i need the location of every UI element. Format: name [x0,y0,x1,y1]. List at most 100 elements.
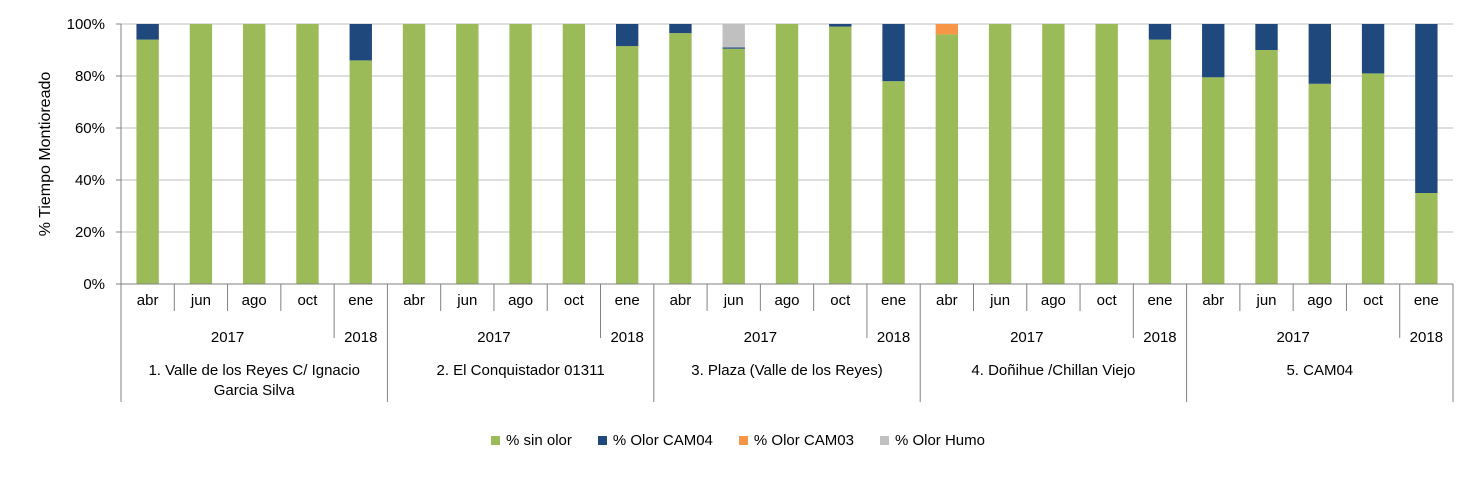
x-month-label: oct [297,292,318,309]
bar-segment-1 [829,26,852,284]
x-group-label: Garcia Silva [214,382,296,399]
x-year-label: 2018 [1143,329,1176,346]
bar-segment-1 [509,24,532,284]
x-month-label: jun [1256,292,1277,309]
bar-segment-2 [1415,24,1438,193]
x-group-label: 1. Valle de los Reyes C/ Ignacio [148,362,360,379]
legend-item: % Olor CAM03 [738,432,854,449]
legend-swatch [491,436,501,445]
x-month-label: ago [1307,292,1332,309]
bar-segment-1 [456,24,479,284]
x-month-label: abr [403,292,425,309]
x-axis-categories: abr jun ago oct ene abr jun ago oct ene abr jun ago o… [120,283,1454,402]
x-year-label: 2018 [877,329,910,346]
bar-segment-1 [669,33,692,284]
x-month-label: ago [1041,292,1066,309]
x-group-label: 4. Doñihue /Chillan Viejo [971,362,1135,379]
x-month-label: jun [456,292,477,309]
bar-segment-1 [935,34,959,285]
y-tick-label: 60% [75,120,105,137]
x-month-label: ago [242,292,267,309]
bar-segment-2 [722,47,745,49]
x-month-label: ago [774,292,799,309]
y-axis-title: % Tiempo Montioreado [37,72,54,237]
bar-segment-1 [296,24,319,284]
x-month-label: abr [670,292,692,309]
x-month-label: ene [1147,292,1172,309]
bar-segment-1 [615,46,639,284]
bar-segment-1 [1415,193,1438,284]
bar-segment-2 [349,24,372,61]
bar-segment-1 [882,81,905,284]
legend-label: % Olor Humo [894,432,985,449]
x-month-label: abr [1202,292,1224,309]
x-group-label: 2. El Conquistador 01311 [437,362,605,379]
legend-swatch [597,436,607,445]
x-month-label: oct [564,292,585,309]
bar-segment-2 [1255,24,1278,50]
bar-segment-2 [1148,24,1172,40]
bar-segment-1 [722,48,745,285]
bar-segment-2 [669,24,692,34]
y-tick-label: 0% [83,276,105,293]
bar-segment-1 [189,24,213,284]
x-month-label: oct [1097,292,1118,309]
x-group-label: 3. Plaza (Valle de los Reyes) [691,362,882,379]
y-tick-label: 100% [67,16,105,33]
x-group-label: 5. CAM04 [1286,362,1353,379]
x-month-label: ene [881,292,906,309]
y-tick-label: 40% [75,172,105,189]
bar-segment-2 [136,24,159,40]
y-axis-ticks: 0% 20% 40% 60% 80% 100% [67,16,122,293]
bar-segment-1 [1361,73,1385,285]
x-month-label: abr [137,292,159,309]
legend-item: % Olor Humo [879,432,985,449]
legend-swatch [879,436,889,445]
bar-segment-1 [562,24,586,284]
bar-segment-2 [1361,24,1385,74]
x-month-label: jun [190,292,211,309]
legend-label: % Olor CAM03 [753,432,854,449]
bar-segment-2 [1202,24,1225,78]
x-month-label: ene [615,292,640,309]
bar-segment-1 [243,24,266,284]
bar-segment-1 [136,39,159,284]
bar-segment-1 [1308,83,1331,284]
x-year-label: 2017 [1010,329,1043,346]
x-month-label: jun [723,292,744,309]
x-month-label: ago [508,292,533,309]
bar-segment-2 [1308,24,1331,84]
x-year-label: 2018 [344,329,377,346]
bar-segment-1 [402,24,426,284]
bar-segment-1 [775,24,799,284]
x-month-label: ene [1414,292,1439,309]
legend-swatch [738,436,748,445]
bar-segment-1 [1095,24,1118,284]
x-month-label: abr [936,292,958,309]
bar-segment-1 [1255,50,1278,284]
bar-segment-4 [722,24,745,48]
bar-segment-2 [615,24,639,47]
x-year-label: 2017 [744,329,777,346]
bar-segment-1 [1148,39,1172,284]
bar-segment-1 [988,24,1012,284]
x-year-label: 2017 [211,329,244,346]
y-tick-label: 80% [75,68,105,85]
legend-label: % Olor CAM04 [612,432,713,449]
bar-segment-2 [882,24,905,82]
legend: % sin olor % Olor CAM04 % Olor CAM03 % Olor… [0,432,1476,449]
bar-segment-3 [935,24,959,35]
x-month-label: oct [1363,292,1384,309]
y-tick-label: 20% [75,224,105,241]
x-month-label: jun [989,292,1010,309]
bar-segment-2 [829,24,852,27]
x-month-label: oct [830,292,851,309]
x-month-label: ene [348,292,373,309]
x-year-label: 2017 [477,329,510,346]
bar-segment-1 [1202,77,1225,284]
x-year-label: 2017 [1276,329,1309,346]
x-year-label: 2018 [1410,329,1443,346]
bar-segment-1 [1042,24,1065,284]
